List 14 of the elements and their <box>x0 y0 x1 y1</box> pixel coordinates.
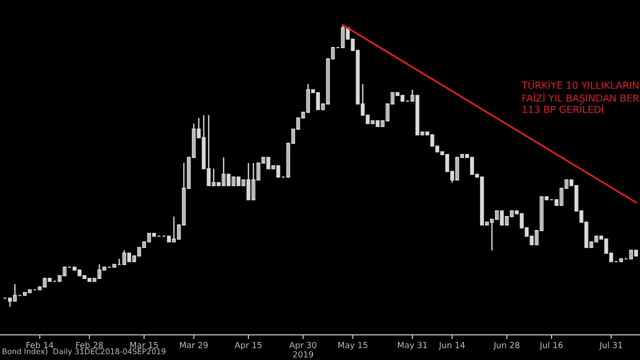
x-tick-label: May 15 <box>338 342 368 350</box>
x-tick-label: Jul 31 <box>599 342 622 350</box>
annotation: TÜRKİYE 10 YILLIKLARIN FAİZİ YIL BAŞINDAN BER 113 BP GERİLEDİ <box>522 80 640 114</box>
x-tick-label: Mar 29 <box>180 342 208 348</box>
x-tick-label: Mar 15 <box>130 342 158 348</box>
x-tick-label: May 31 <box>398 342 427 350</box>
x-tick-label: Feb 28 <box>76 342 103 348</box>
x-tick-label: Feb 14 <box>26 342 54 348</box>
x-tick-label: Apr 15 <box>234 342 262 350</box>
candlestick <box>112 264 116 268</box>
x-tick-label: Jun 14 <box>438 342 465 350</box>
x-tick-label: Jul 16 <box>539 342 563 350</box>
x-tick-label: Apr 30 2019 <box>289 342 316 358</box>
x-tick-label: Jun 28 <box>493 342 520 350</box>
